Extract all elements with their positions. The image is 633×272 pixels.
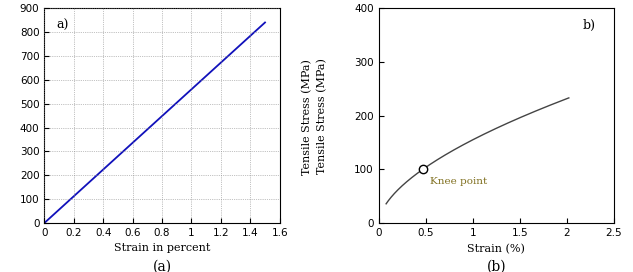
Text: b): b) <box>582 19 595 32</box>
Text: Knee point: Knee point <box>430 177 487 186</box>
Y-axis label: Tensile Stress (MPa): Tensile Stress (MPa) <box>316 58 327 174</box>
Text: a): a) <box>56 19 68 32</box>
X-axis label: Strain (%): Strain (%) <box>467 243 525 254</box>
X-axis label: Strain in percent: Strain in percent <box>114 243 210 254</box>
Text: Tensile Stress (MPa): Tensile Stress (MPa) <box>302 59 312 175</box>
Text: (a): (a) <box>153 259 172 272</box>
Text: (b): (b) <box>487 259 506 272</box>
